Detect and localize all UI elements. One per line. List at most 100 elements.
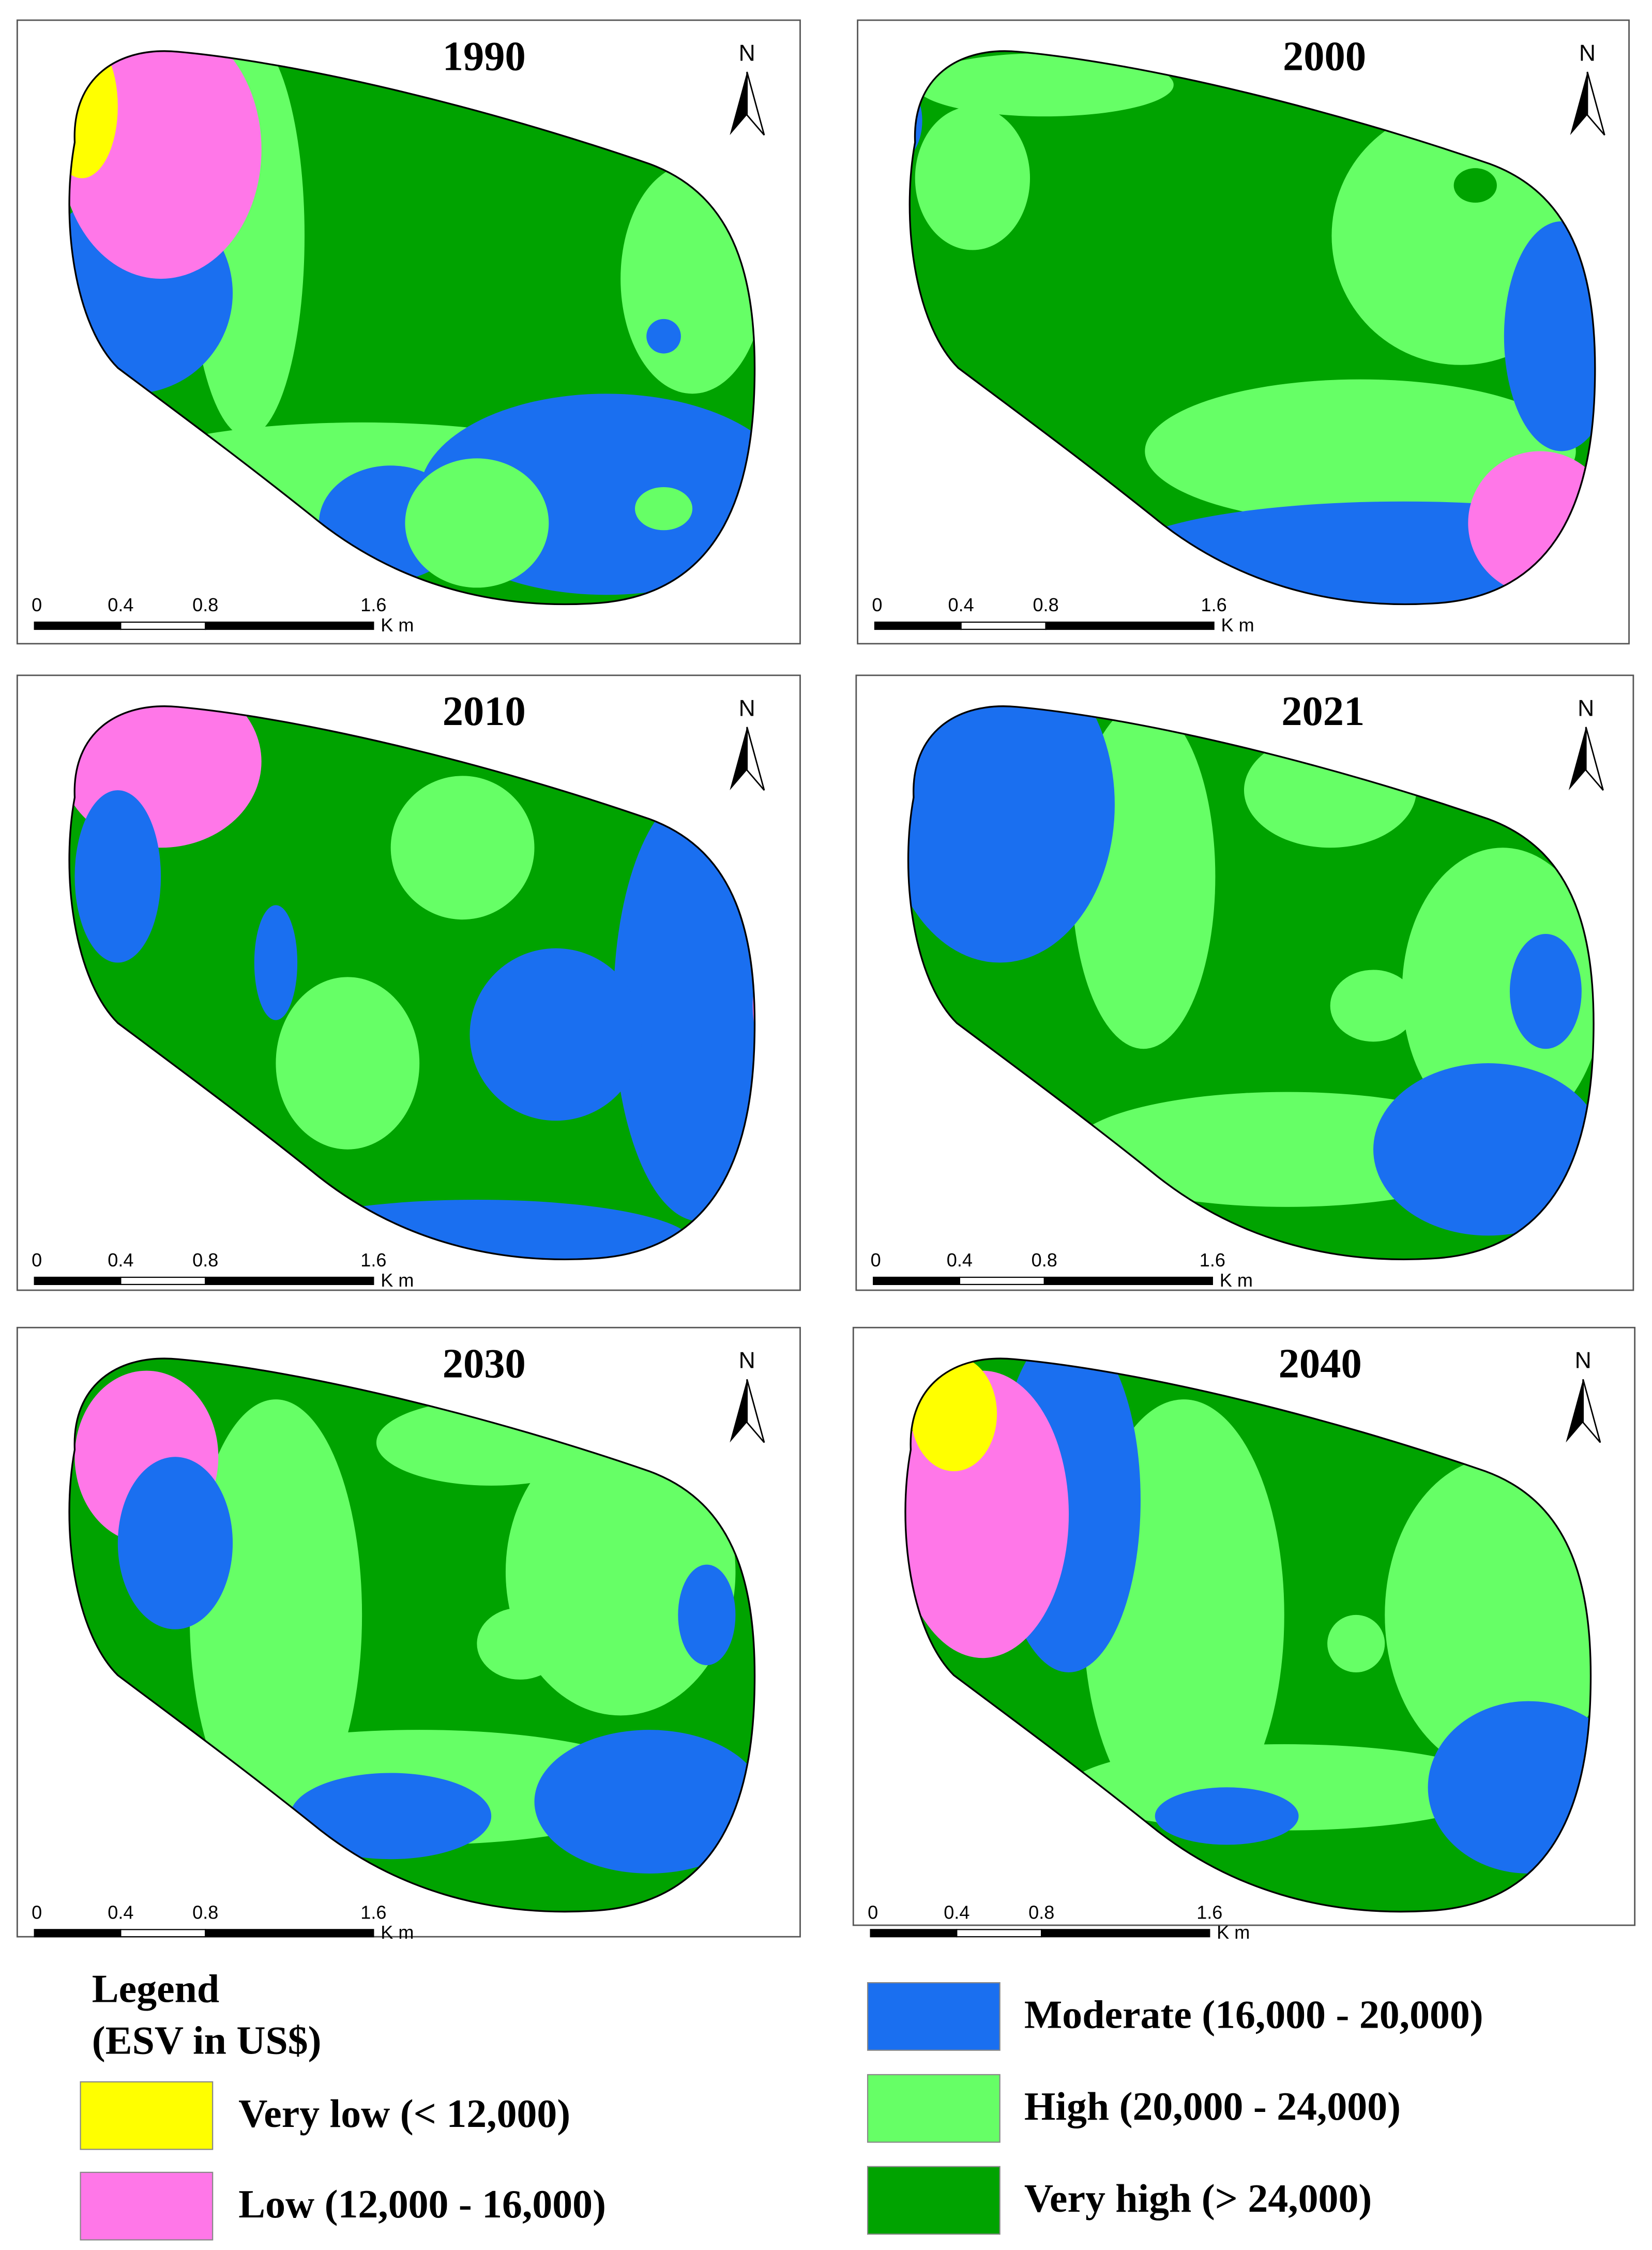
north-arrow <box>1568 727 1586 791</box>
north-arrow <box>746 71 765 136</box>
panel-title: 2030 <box>443 1341 526 1387</box>
scale-label: 0.8 <box>192 594 218 615</box>
scale-label: 1.6 <box>1200 1249 1225 1271</box>
scale-label: 1.6 <box>360 1901 386 1923</box>
scale-bar-segment <box>34 1929 122 1938</box>
scale-bar-segment <box>960 621 1047 630</box>
north-arrow <box>730 72 747 135</box>
panel-title: 1990 <box>443 33 526 79</box>
map-panel: 2040 N 0 0.4 0.8 1.6K m <box>852 1326 1636 1943</box>
north-label: N <box>1579 40 1596 66</box>
map-area <box>908 706 1594 1260</box>
land-class <box>290 1773 492 1860</box>
map-panel: 2021 N 0 0.4 0.8 1.6K m <box>855 674 1634 1291</box>
land-class <box>1373 1063 1594 1236</box>
land-class <box>74 790 161 963</box>
panel-title: 2000 <box>1283 33 1366 79</box>
north-arrow <box>730 727 747 791</box>
north-arrow <box>1566 1379 1583 1443</box>
scale-label: 0.8 <box>192 1249 218 1271</box>
scale-unit: K m <box>1220 1270 1253 1291</box>
north-label: N <box>739 1348 755 1373</box>
north-arrow <box>730 1379 747 1443</box>
scale-label: 0.4 <box>108 1249 133 1271</box>
panel-title: 2021 <box>1281 688 1365 734</box>
map-area <box>69 706 755 1260</box>
north-arrow <box>1585 727 1604 791</box>
north-arrow <box>746 727 765 791</box>
north-label: N <box>739 696 755 721</box>
scale-bar-segment <box>34 1276 122 1285</box>
land-class <box>1509 933 1582 1049</box>
scale-bar-segment <box>1043 1276 1213 1285</box>
land-class <box>1402 848 1594 1135</box>
legend-label: Low (12,000 - 16,000) <box>238 2182 606 2226</box>
north-arrow <box>1586 71 1605 136</box>
scale-bar-segment <box>870 1929 958 1938</box>
land-class <box>915 53 1174 117</box>
land-class <box>1330 970 1417 1042</box>
scale-bar-segment <box>873 1276 960 1285</box>
north-arrow <box>746 1379 765 1443</box>
legend-swatch <box>867 2166 1001 2235</box>
scale-label: 1.6 <box>360 594 386 615</box>
scale-label: 0 <box>868 1901 878 1923</box>
land-class <box>915 106 1030 250</box>
scale-label: 1.6 <box>1201 594 1227 615</box>
map-area <box>69 51 755 605</box>
scale-bar-segment <box>205 621 374 630</box>
scale-bar-segment <box>874 621 962 630</box>
north-label: N <box>739 40 755 66</box>
scale-bar-segment <box>956 1929 1042 1938</box>
scale-unit: K m <box>1217 1922 1250 1943</box>
legend-label: Very high (> 24,000) <box>1024 2176 1372 2221</box>
scale-label: 0 <box>32 594 42 615</box>
north-label: N <box>1578 696 1594 721</box>
map-area <box>69 1358 755 1912</box>
land-class <box>1385 1457 1591 1773</box>
scale-bar-segment <box>959 1276 1045 1285</box>
north-arrow <box>1570 72 1587 135</box>
scale-label: 0 <box>32 1249 42 1271</box>
legend-swatch <box>80 2171 214 2241</box>
land-class <box>69 706 755 1260</box>
legend-swatch <box>867 1982 1001 2051</box>
legend-subtitle: (ESV in US$) <box>92 2018 322 2062</box>
scale-bar-segment <box>120 621 206 630</box>
scale-label: 0.4 <box>108 1901 133 1923</box>
land-class <box>469 948 642 1121</box>
map-outline <box>68 50 756 606</box>
scale-label: 0.4 <box>947 1249 973 1271</box>
map-outline <box>68 1357 756 1913</box>
legend-label: Moderate (16,000 - 20,000) <box>1024 1992 1483 2036</box>
land-class <box>405 458 549 588</box>
panel-title: 2010 <box>443 688 526 734</box>
land-class <box>254 905 298 1020</box>
land-class <box>1155 1787 1299 1845</box>
north-arrow <box>1582 1379 1601 1443</box>
scale-label: 0.8 <box>1028 1901 1054 1923</box>
land-class <box>534 1730 755 1874</box>
scale-label: 0.8 <box>1032 1249 1057 1271</box>
scale-bar-segment <box>34 621 122 630</box>
land-class <box>117 1457 233 1629</box>
map-panel: 2000 N 0 0.4 0.8 1.6K m <box>857 19 1630 645</box>
land-class <box>1145 379 1576 523</box>
scale-bar-segment <box>205 1929 374 1938</box>
scale-label: 0.8 <box>1033 594 1058 615</box>
scale-bar-segment <box>120 1276 206 1285</box>
land-class <box>678 1564 736 1666</box>
scale-bar-segment <box>1041 1929 1210 1938</box>
map-panel: 2010 N 0 0.4 0.8 1.6K m <box>16 674 801 1291</box>
scale-label: 0.8 <box>192 1901 218 1923</box>
scale-label: 0 <box>871 1249 881 1271</box>
map-outline <box>908 50 1596 606</box>
land-class <box>634 487 693 531</box>
map-panel: 1990 N 0 0.4 0.8 1.6K m <box>16 19 801 645</box>
map-outline <box>904 1357 1592 1913</box>
scale-label: 0.4 <box>108 594 133 615</box>
scale-unit: K m <box>381 614 414 636</box>
legend-swatch <box>867 2074 1001 2143</box>
scale-label: 0.4 <box>944 1901 969 1923</box>
